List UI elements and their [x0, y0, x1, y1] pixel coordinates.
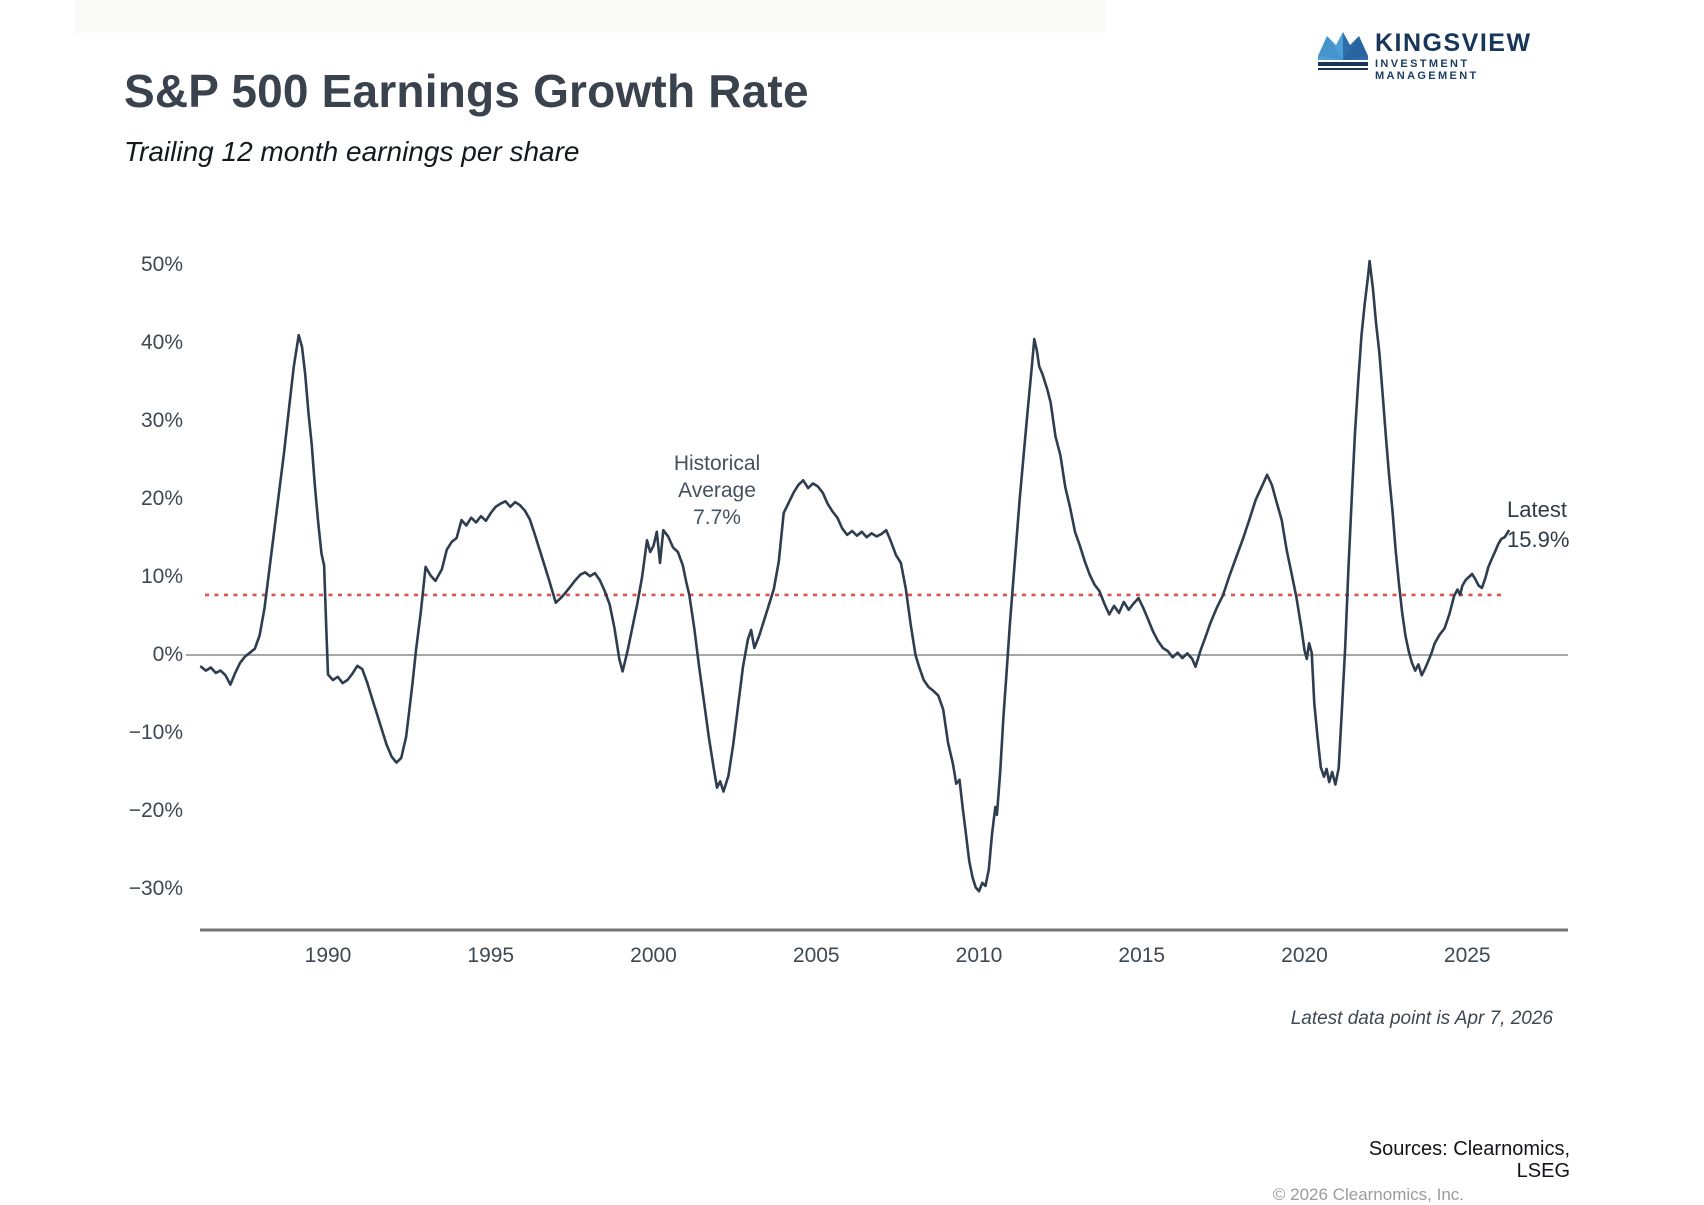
latest-value: 15.9%: [1507, 527, 1570, 552]
latest-label: Latest: [1507, 497, 1567, 522]
historical-average-value: 7.7%: [693, 506, 741, 529]
scan-artifact-strip: [75, 0, 1105, 33]
y-tick-10%: 10%: [140, 565, 183, 588]
y-tick-−10%: −10%: [128, 721, 183, 744]
y-tick-30%: 30%: [140, 409, 183, 432]
y-tick-−30%: −30%: [128, 877, 183, 900]
sources-note: Sources: Clearnomics, LSEG: [1369, 1138, 1570, 1182]
trend-line: [199, 259, 1510, 893]
page-subtitle: Trailing 12 month earnings per share: [124, 136, 580, 167]
sources-line2: LSEG: [1516, 1160, 1570, 1182]
x-tick-2000: 2000: [630, 944, 677, 967]
logo-text: KINGSVIEW INVESTMENT MANAGEMENT: [1375, 30, 1578, 82]
logo-name: KINGSVIEW: [1375, 29, 1532, 57]
x-tick-1990: 1990: [304, 944, 352, 967]
copyright-note: © 2026 Clearnomics, Inc.: [1272, 1185, 1464, 1204]
latest-annotation: Latest 15.9%: [1507, 495, 1569, 555]
y-tick-20%: 20%: [140, 487, 183, 510]
y-tick-0%: 0%: [152, 643, 183, 666]
historical-average-line2: Average: [678, 479, 756, 502]
latest-data-point-note: Latest data point is Apr 7, 2026: [1290, 1008, 1553, 1029]
y-tick-50%: 50%: [140, 253, 183, 276]
y-tick-40%: 40%: [140, 331, 183, 354]
sources-line1: Sources: Clearnomics,: [1368, 1138, 1570, 1160]
x-tick-2025: 2025: [1443, 944, 1491, 967]
x-tick-1995: 1995: [467, 944, 515, 967]
x-tick-2010: 2010: [955, 944, 1003, 967]
y-tick-−20%: −20%: [128, 799, 183, 822]
page-title: S&P 500 Earnings Growth Rate: [124, 65, 809, 117]
logo-tagline: INVESTMENT MANAGEMENT: [1375, 58, 1479, 82]
kingsview-logo: KINGSVIEW INVESTMENT MANAGEMENT: [1318, 28, 1578, 82]
historical-average-annotation: Historical Average 7.7%: [632, 450, 802, 531]
x-tick-2015: 2015: [1118, 944, 1166, 967]
x-tick-2005: 2005: [792, 944, 840, 967]
x-tick-2020: 2020: [1281, 944, 1328, 967]
historical-average-line1: Historical: [673, 452, 761, 475]
